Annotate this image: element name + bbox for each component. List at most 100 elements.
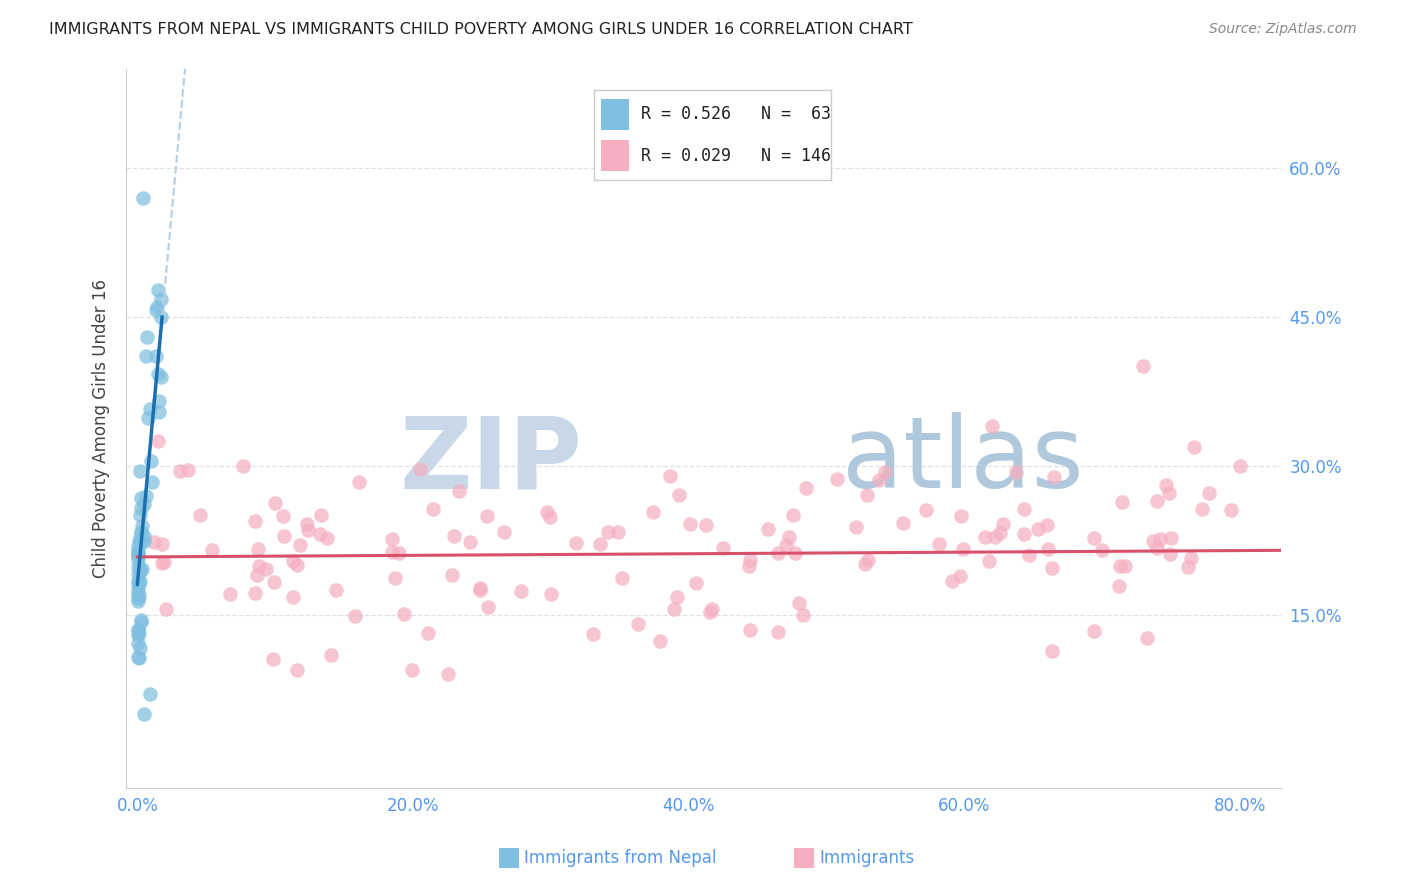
- Point: [1114, 558, 1136, 573]
- Point: [271, 508, 294, 523]
- Point: [127, 587, 149, 601]
- Point: [540, 587, 562, 601]
- Point: [1038, 542, 1060, 557]
- Point: [794, 481, 817, 495]
- Point: [695, 517, 717, 532]
- Point: [685, 576, 707, 591]
- Point: [536, 505, 558, 519]
- Point: [152, 537, 174, 551]
- Point: [699, 605, 721, 619]
- Text: Immigrants: Immigrants: [820, 849, 915, 867]
- Point: [264, 496, 287, 510]
- Point: [509, 583, 531, 598]
- Text: atlas: atlas: [842, 412, 1084, 509]
- Point: [232, 458, 254, 473]
- Point: [131, 525, 153, 540]
- Point: [127, 559, 149, 574]
- Point: [127, 591, 149, 606]
- Point: [643, 505, 665, 519]
- Point: [315, 532, 337, 546]
- Point: [132, 190, 155, 204]
- Point: [347, 475, 370, 490]
- Point: [648, 633, 671, 648]
- Point: [127, 552, 149, 566]
- Point: [783, 545, 806, 559]
- Point: [273, 528, 295, 542]
- Point: [792, 608, 814, 623]
- Point: [787, 596, 810, 610]
- Point: [596, 525, 619, 540]
- Point: [129, 525, 152, 540]
- Point: [1146, 541, 1168, 556]
- Point: [868, 473, 890, 487]
- Point: [243, 515, 266, 529]
- Point: [309, 508, 332, 523]
- Point: [319, 648, 342, 662]
- Point: [128, 589, 150, 603]
- Point: [1146, 494, 1168, 508]
- Point: [246, 567, 269, 582]
- Point: [679, 516, 702, 531]
- Point: [1108, 579, 1130, 593]
- Point: [1229, 458, 1251, 473]
- Point: [127, 594, 149, 608]
- Point: [470, 581, 492, 595]
- Point: [990, 525, 1012, 540]
- Text: ZIP: ZIP: [399, 412, 582, 509]
- Point: [128, 650, 150, 665]
- Point: [128, 464, 150, 478]
- Point: [775, 539, 797, 553]
- Point: [1012, 502, 1035, 516]
- Point: [977, 554, 1000, 568]
- Point: [127, 549, 149, 563]
- Point: [129, 491, 152, 505]
- Y-axis label: Child Poverty Among Girls Under 16: Child Poverty Among Girls Under 16: [93, 279, 110, 578]
- Point: [127, 582, 149, 597]
- Point: [658, 468, 681, 483]
- Point: [983, 529, 1005, 543]
- Point: [188, 508, 211, 523]
- Point: [285, 663, 308, 677]
- Point: [1018, 548, 1040, 562]
- Point: [1159, 485, 1181, 500]
- Point: [949, 508, 972, 523]
- Point: [756, 523, 779, 537]
- Point: [538, 510, 561, 524]
- Point: [477, 600, 499, 615]
- Point: [416, 626, 439, 640]
- Point: [127, 548, 149, 562]
- Point: [380, 545, 402, 559]
- Point: [127, 628, 149, 642]
- Point: [288, 538, 311, 552]
- Point: [437, 667, 460, 681]
- Point: [150, 556, 173, 570]
- Point: [146, 284, 169, 298]
- Text: Immigrants from Nepal: Immigrants from Nepal: [524, 849, 717, 867]
- Point: [129, 533, 152, 548]
- Point: [281, 554, 304, 568]
- Point: [138, 411, 160, 425]
- Point: [441, 567, 464, 582]
- Point: [150, 310, 173, 324]
- Point: [492, 525, 515, 540]
- Point: [129, 563, 152, 577]
- Point: [1220, 502, 1243, 516]
- Point: [1083, 624, 1105, 638]
- Point: [949, 568, 972, 582]
- Point: [132, 533, 155, 548]
- Point: [401, 663, 423, 677]
- Point: [384, 571, 406, 585]
- Point: [392, 607, 415, 621]
- Point: [1154, 478, 1177, 492]
- Point: [873, 466, 896, 480]
- Point: [941, 574, 963, 588]
- Point: [127, 567, 149, 582]
- Point: [974, 530, 997, 544]
- Point: [737, 558, 759, 573]
- Point: [153, 555, 176, 569]
- Point: [128, 533, 150, 547]
- Point: [845, 520, 868, 534]
- Point: [148, 405, 170, 419]
- Point: [711, 541, 734, 556]
- Point: [254, 562, 277, 576]
